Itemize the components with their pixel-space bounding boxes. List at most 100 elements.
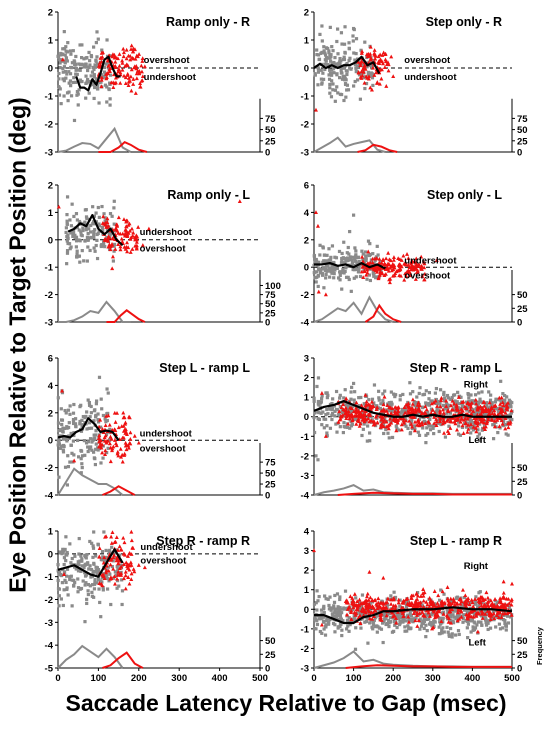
gray-data-point: [366, 239, 371, 243]
red-data-point: [114, 226, 119, 231]
gray-data-point: [365, 439, 369, 443]
gray-data-point: [71, 439, 76, 443]
gray-data-point: [112, 551, 117, 555]
gray-data-point: [65, 219, 69, 223]
gray-data-point: [329, 255, 333, 259]
gray-data-point: [487, 390, 491, 394]
gray-data-point: [425, 402, 429, 406]
gray-data-point: [97, 587, 101, 591]
red-data-point: [362, 80, 367, 85]
red-data-point: [413, 618, 418, 623]
gray-frequency-line: [313, 295, 394, 323]
red-data-point: [323, 434, 328, 438]
gray-data-point: [457, 417, 461, 421]
gray-data-point: [325, 616, 329, 621]
annotation-label: undershoot: [404, 72, 457, 83]
red-data-point: [124, 56, 129, 61]
red-data-point: [454, 404, 459, 409]
gray-data-point: [85, 79, 89, 84]
red-data-point: [492, 411, 497, 416]
gray-data-point: [488, 398, 493, 402]
red-data-point: [422, 271, 427, 276]
red-data-point: [392, 613, 397, 618]
red-data-point: [363, 598, 368, 603]
red-data-point: [125, 73, 130, 77]
gray-data-point: [404, 615, 408, 619]
gray-data-point: [359, 605, 363, 610]
annotation-label: overshoot: [140, 556, 187, 567]
x-tick-label: 200: [131, 673, 147, 684]
gray-data-point: [331, 266, 335, 270]
gray-data-point: [484, 419, 488, 423]
red-data-point: [121, 54, 126, 59]
gray-data-point: [63, 47, 67, 51]
red-data-point: [406, 620, 411, 624]
gray-data-point: [343, 25, 347, 29]
red-data-point: [350, 601, 355, 606]
gray-data-point: [80, 43, 84, 47]
gray-data-point: [508, 402, 513, 406]
red-data-point: [134, 245, 139, 250]
x-tick-label: 0: [55, 673, 60, 684]
red-data-point: [99, 59, 104, 64]
gray-data-point: [100, 558, 104, 562]
red-data-point: [359, 76, 364, 80]
gray-data-point: [87, 400, 91, 405]
red-data-point: [368, 85, 373, 90]
gray-data-point: [88, 59, 92, 63]
gray-data-point: [81, 579, 85, 583]
gray-data-point: [342, 98, 346, 103]
red-data-point: [112, 438, 117, 442]
gray-data-point: [107, 549, 111, 553]
gray-data-point: [508, 404, 513, 408]
red-data-point: [398, 273, 403, 278]
red-data-point: [97, 436, 102, 440]
red-data-point: [107, 441, 112, 446]
red-frequency-line: [102, 485, 136, 496]
gray-data-point: [64, 226, 68, 230]
red-data-point: [501, 579, 506, 584]
gray-data-point: [358, 274, 363, 279]
red-data-point: [420, 610, 425, 614]
gray-data-point: [375, 630, 379, 634]
red-frequency-line: [102, 651, 144, 669]
gray-data-point: [404, 619, 408, 623]
gray-data-point: [460, 614, 464, 619]
gray-data-point: [358, 97, 363, 101]
red-data-point: [455, 610, 460, 615]
red-data-point: [395, 420, 400, 425]
red-data-point: [115, 572, 120, 577]
gray-data-point: [347, 616, 351, 620]
red-data-point: [459, 599, 464, 604]
red-data-point: [382, 65, 387, 70]
gray-data-point: [340, 628, 344, 632]
gray-data-point: [449, 626, 453, 631]
gray-data-point: [502, 399, 506, 403]
gray-data-point: [350, 258, 354, 263]
gray-data-point: [489, 393, 493, 397]
red-data-point: [475, 419, 480, 424]
red-data-point: [127, 551, 132, 555]
red-data-point: [439, 599, 444, 604]
red-data-point: [387, 405, 392, 410]
gray-data-point: [393, 595, 398, 600]
gray-data-point: [367, 398, 371, 402]
red-data-point: [113, 59, 118, 64]
red-data-point: [343, 408, 348, 413]
gray-data-point: [387, 624, 391, 629]
gray-data-point: [476, 402, 480, 406]
red-data-point: [126, 445, 131, 450]
gray-data-point: [336, 91, 340, 95]
red-data-point: [498, 604, 503, 609]
red-data-point: [112, 553, 117, 557]
red-data-point: [374, 256, 379, 260]
gray-data-point: [105, 387, 109, 391]
gray-data-point: [83, 239, 87, 243]
gray-data-point: [70, 202, 74, 206]
red-data-point: [378, 269, 383, 274]
gray-data-point: [94, 58, 98, 62]
gray-data-point: [103, 219, 107, 224]
red-data-point: [500, 409, 505, 414]
red-data-point: [129, 226, 134, 231]
gray-data-point: [347, 47, 351, 51]
